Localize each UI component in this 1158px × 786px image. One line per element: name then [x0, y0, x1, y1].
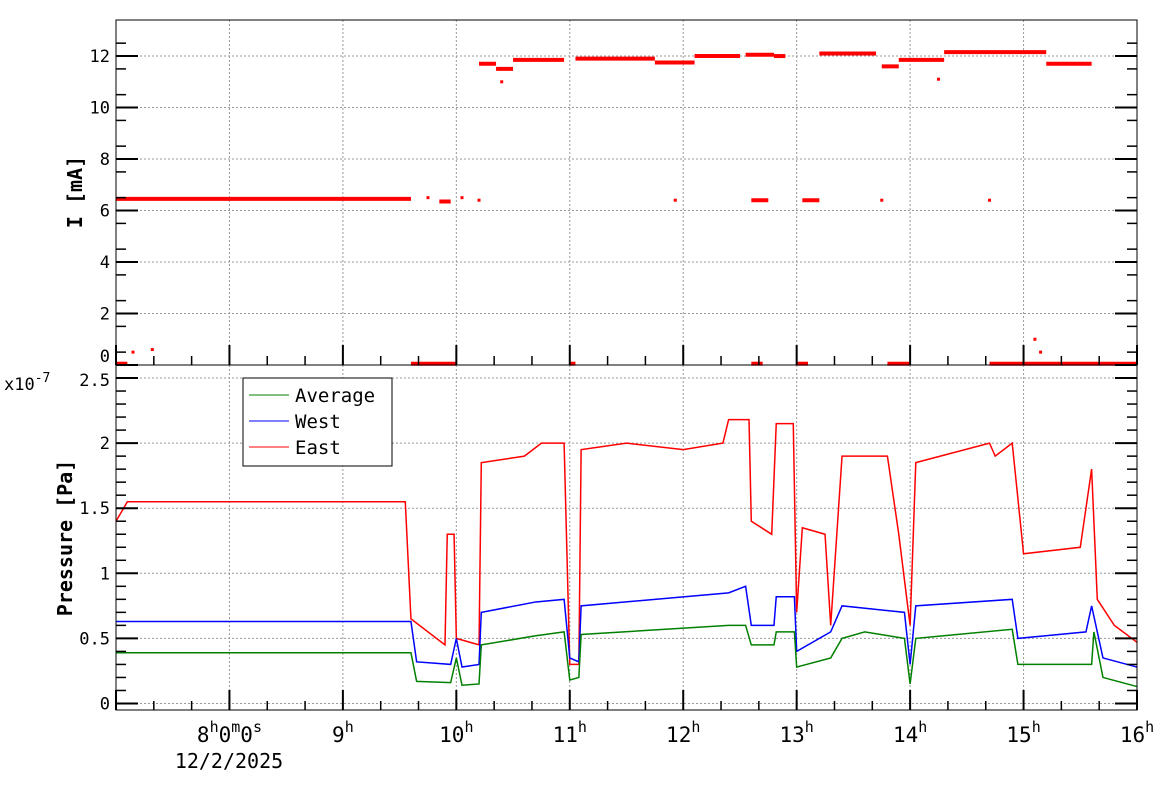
current-axes: 0 2 4 6 8 10 12 — [90, 42, 1138, 367]
y-tick-label: 10 — [90, 99, 110, 119]
x-tick-label: 9h — [332, 718, 354, 747]
current-point — [477, 198, 481, 202]
current-point — [1039, 350, 1043, 354]
current-data — [116, 50, 1137, 366]
y-tick-label: 1 — [100, 564, 110, 584]
legend: Average West East — [242, 377, 393, 467]
x-tick-label: 11h — [553, 718, 587, 747]
pressure-data — [115, 418, 1138, 688]
x-tick-label: 13h — [780, 718, 814, 747]
y-tick-label: 4 — [100, 253, 110, 273]
x-tick-label: 16h — [1120, 718, 1154, 747]
legend-label-west: West — [295, 411, 341, 433]
current-point — [1033, 337, 1037, 341]
y-tick-label: 2 — [100, 434, 110, 454]
series-west-line — [116, 585, 1138, 668]
y-tick-label: 8 — [100, 150, 110, 170]
y-tick-label: 2.5 — [79, 371, 110, 391]
current-point — [936, 77, 940, 81]
y-tick-label: 1.5 — [79, 499, 110, 519]
x-tick-label: 10h — [439, 718, 473, 747]
current-point — [500, 80, 504, 84]
x-tick-label: 14h — [893, 718, 927, 747]
pressure-axes: 0 0.5 1 1.5 2 2.5 — [79, 371, 1138, 714]
legend-label-average: Average — [295, 385, 375, 407]
y-tick-label: 2 — [100, 305, 110, 325]
x-tick-label: 8h0m0s — [197, 718, 262, 747]
y-tick-label: 12 — [90, 47, 110, 67]
y-tick-label: 6 — [100, 202, 110, 222]
current-y-label: I [mA] — [63, 156, 87, 228]
current-point — [150, 348, 154, 352]
y-tick-label: 0.5 — [79, 629, 110, 649]
current-point — [988, 198, 992, 202]
x-tick-labels: 8h0m0s 9h 10h 11h 12h 13h 14h 15h 16h — [197, 718, 1154, 747]
current-point — [460, 196, 464, 200]
x-tick-label: 15h — [1006, 718, 1040, 747]
series-average-line — [116, 624, 1138, 688]
x-tick-label: 12h — [666, 718, 700, 747]
current-point — [880, 198, 884, 202]
current-point — [131, 350, 135, 354]
pressure-frame — [115, 364, 1138, 711]
current-grid — [116, 20, 1137, 365]
current-point — [426, 196, 430, 200]
y-multiplier: x10-7 — [4, 371, 50, 395]
pressure-y-label: Pressure [Pa] — [53, 460, 77, 617]
y-tick-label: 0 — [100, 347, 110, 367]
date-label: 12/2/2025 — [175, 749, 283, 773]
current-point — [673, 198, 677, 202]
legend-box — [242, 377, 393, 467]
legend-label-east: East — [295, 437, 341, 459]
y-tick-label: 0 — [100, 694, 110, 714]
